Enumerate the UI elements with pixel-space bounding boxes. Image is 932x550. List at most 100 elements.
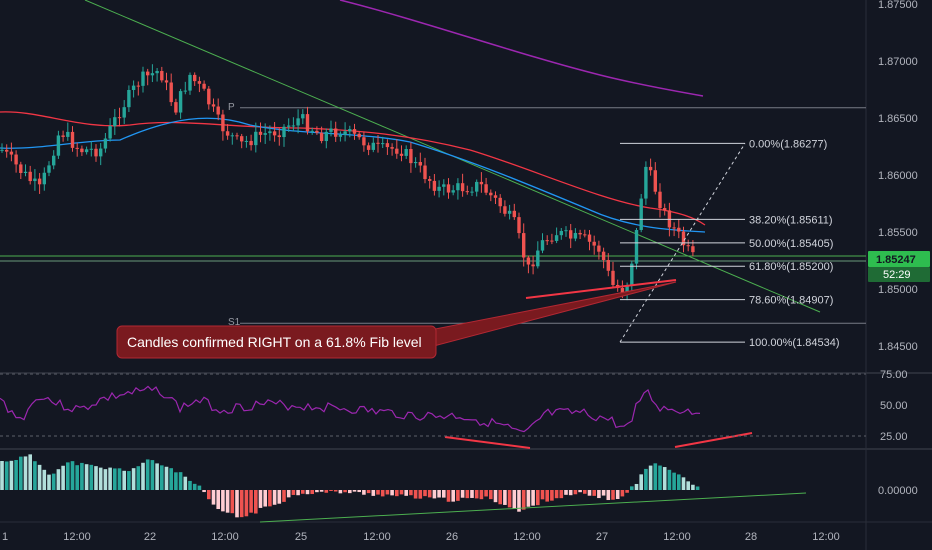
- candle-body[interactable]: [230, 135, 234, 137]
- candle-body[interactable]: [324, 131, 328, 142]
- candle-body[interactable]: [592, 241, 596, 246]
- candle-body[interactable]: [564, 230, 568, 232]
- candle-body[interactable]: [451, 190, 455, 193]
- candle-body[interactable]: [89, 148, 93, 150]
- candle-body[interactable]: [197, 81, 202, 84]
- candle-body[interactable]: [169, 82, 173, 103]
- candle-body[interactable]: [291, 125, 296, 127]
- candle-body[interactable]: [522, 233, 526, 258]
- candle-body[interactable]: [225, 131, 230, 136]
- candles[interactable]: [0, 64, 695, 301]
- candle-body[interactable]: [240, 136, 244, 142]
- candle-body[interactable]: [37, 178, 42, 185]
- candle-body[interactable]: [258, 131, 263, 135]
- candle-body[interactable]: [517, 217, 521, 234]
- candle-body[interactable]: [193, 74, 197, 82]
- candle-body[interactable]: [56, 135, 61, 156]
- candle-body[interactable]: [338, 134, 343, 137]
- candle-body[interactable]: [512, 210, 516, 218]
- candle-body[interactable]: [183, 90, 187, 92]
- candle-body[interactable]: [437, 186, 441, 191]
- candle-body[interactable]: [221, 114, 225, 132]
- candle-body[interactable]: [108, 126, 112, 139]
- candle-body[interactable]: [315, 130, 319, 133]
- fibonacci-retracement[interactable]: 0.00%(1.86277) 38.20%(1.85611) 50.00%(1.85…: [525, 138, 840, 349]
- candle-body[interactable]: [399, 153, 404, 156]
- candle-body[interactable]: [686, 245, 690, 247]
- candle-body[interactable]: [371, 142, 375, 150]
- candle-body[interactable]: [484, 184, 488, 193]
- candle-body[interactable]: [418, 162, 422, 166]
- candle-body[interactable]: [381, 143, 385, 145]
- candle-body[interactable]: [479, 181, 484, 185]
- candle-body[interactable]: [80, 148, 84, 153]
- candle-body[interactable]: [423, 165, 427, 180]
- candle-body[interactable]: [432, 180, 437, 191]
- candle-body[interactable]: [507, 210, 512, 214]
- candle-body[interactable]: [573, 232, 578, 239]
- candle-body[interactable]: [305, 114, 310, 132]
- candle-body[interactable]: [456, 183, 460, 191]
- candle-body[interactable]: [526, 257, 531, 265]
- candle-body[interactable]: [0, 149, 4, 151]
- candle-body[interactable]: [136, 85, 140, 87]
- candle-body[interactable]: [301, 114, 305, 119]
- candle-body[interactable]: [310, 130, 314, 132]
- candle-body[interactable]: [99, 148, 103, 157]
- candle-body[interactable]: [390, 147, 394, 149]
- candle-body[interactable]: [376, 142, 380, 144]
- candle-body[interactable]: [127, 89, 131, 108]
- candle-body[interactable]: [14, 154, 18, 165]
- candle-body[interactable]: [677, 227, 681, 232]
- candle-body[interactable]: [263, 133, 267, 135]
- candle-body[interactable]: [188, 74, 192, 91]
- candle-body[interactable]: [146, 71, 150, 76]
- candle-body[interactable]: [498, 197, 502, 207]
- candle-body[interactable]: [587, 234, 592, 242]
- candle-body[interactable]: [395, 148, 399, 154]
- candle-body[interactable]: [634, 229, 639, 264]
- candle-body[interactable]: [658, 191, 662, 209]
- candle-body[interactable]: [531, 264, 535, 267]
- candle-body[interactable]: [211, 104, 216, 107]
- candle-body[interactable]: [9, 151, 14, 155]
- candle-body[interactable]: [94, 148, 98, 157]
- candle-body[interactable]: [216, 106, 220, 115]
- candle-body[interactable]: [282, 126, 286, 138]
- candle-body[interactable]: [277, 135, 281, 138]
- candle-body[interactable]: [583, 234, 587, 236]
- candle-body[interactable]: [235, 135, 239, 137]
- candle-body[interactable]: [475, 181, 479, 192]
- candle-body[interactable]: [84, 149, 89, 153]
- candle-body[interactable]: [348, 129, 352, 132]
- candle-body[interactable]: [131, 85, 136, 90]
- candle-body[interactable]: [122, 107, 126, 118]
- candle-body[interactable]: [160, 71, 164, 81]
- candle-body[interactable]: [319, 132, 324, 142]
- candle-body[interactable]: [202, 83, 206, 89]
- candle-body[interactable]: [343, 131, 347, 135]
- candle-body[interactable]: [536, 250, 540, 267]
- candle-body[interactable]: [19, 164, 23, 174]
- candle-body[interactable]: [103, 138, 108, 149]
- candle-body[interactable]: [23, 171, 28, 174]
- candle-body[interactable]: [47, 165, 51, 173]
- candle-body[interactable]: [550, 240, 554, 242]
- candle-body[interactable]: [611, 270, 615, 285]
- candle-body[interactable]: [465, 191, 469, 193]
- candle-body[interactable]: [296, 118, 300, 126]
- candle-body[interactable]: [503, 206, 507, 214]
- candle-body[interactable]: [75, 147, 79, 149]
- candle-body[interactable]: [155, 71, 159, 74]
- candle-body[interactable]: [385, 143, 390, 148]
- candle-body[interactable]: [352, 129, 357, 134]
- candle-body[interactable]: [362, 137, 366, 146]
- candle-body[interactable]: [254, 131, 258, 146]
- candle-body[interactable]: [545, 240, 549, 242]
- candle-body[interactable]: [329, 128, 333, 132]
- candle-body[interactable]: [578, 232, 582, 235]
- candle-body[interactable]: [117, 117, 122, 119]
- candle-body[interactable]: [681, 231, 686, 246]
- support-trendline[interactable]: [525, 279, 677, 299]
- candle-body[interactable]: [653, 170, 657, 192]
